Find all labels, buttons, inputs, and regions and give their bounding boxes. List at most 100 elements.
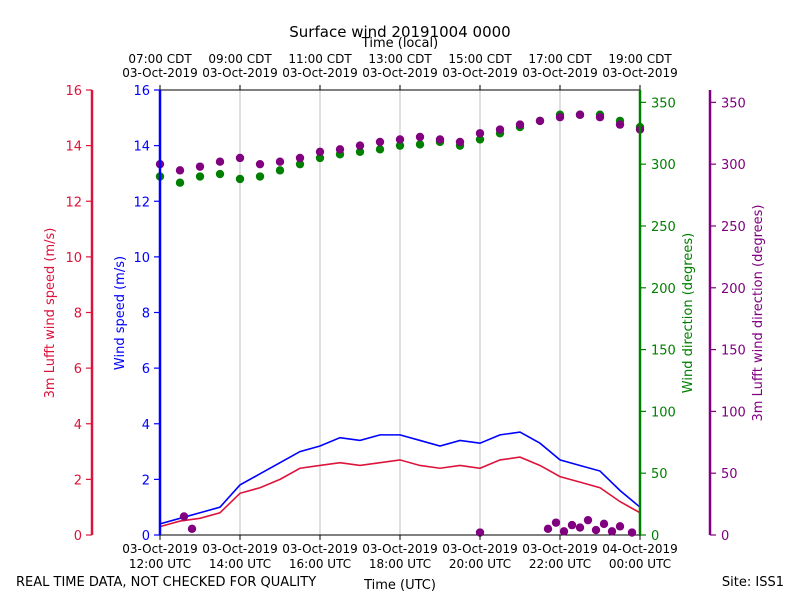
series-point bbox=[395, 135, 405, 144]
lufft-speed-tick-label: 16 bbox=[65, 84, 82, 99]
bottom-date-tick-label: 04-Oct-2019 bbox=[602, 542, 678, 556]
series-point bbox=[415, 140, 425, 149]
top-time-tick-label: 07:00 CDT bbox=[128, 52, 192, 66]
series-point bbox=[475, 135, 485, 144]
wind-speed-axis-label: Wind speed (m/s) bbox=[113, 256, 128, 370]
bottom-date-tick-label: 03-Oct-2019 bbox=[202, 542, 278, 556]
series-point bbox=[535, 116, 545, 126]
bottom-axis-label: Time (UTC) bbox=[363, 578, 436, 593]
lufft-direction-tick-label: 50 bbox=[721, 467, 738, 482]
bottom-date-tick-label: 03-Oct-2019 bbox=[282, 542, 358, 556]
series-point bbox=[543, 524, 553, 534]
series-point bbox=[355, 147, 365, 157]
chart-title: Surface wind 20191004 0000 bbox=[289, 23, 510, 41]
series-point bbox=[583, 515, 593, 525]
wind-direction-tick-label: 150 bbox=[651, 344, 676, 359]
wind-direction-tick-label: 200 bbox=[651, 282, 676, 297]
series-point bbox=[627, 528, 637, 537]
top-time-tick-label: 09:00 CDT bbox=[208, 52, 272, 66]
top-time-tick-label: 11:00 CDT bbox=[288, 52, 352, 66]
series-point bbox=[591, 525, 601, 535]
bottom-time-tick-label: 18:00 UTC bbox=[369, 557, 431, 571]
wind-direction-axis-label: Wind direction (degrees) bbox=[681, 233, 696, 393]
series-point bbox=[295, 153, 305, 163]
top-date-tick-label: 03-Oct-2019 bbox=[442, 66, 518, 80]
lufft-direction-axis-label: 3m Lufft wind direction (degrees) bbox=[751, 205, 766, 422]
lufft-speed-tick-label: 2 bbox=[74, 473, 82, 488]
series-point bbox=[195, 172, 205, 181]
series-point bbox=[435, 135, 445, 144]
series-point bbox=[595, 112, 605, 122]
top-time-tick-label: 15:00 CDT bbox=[448, 52, 512, 66]
series-point bbox=[415, 132, 425, 142]
series-point bbox=[495, 125, 505, 134]
top-date-tick-label: 03-Oct-2019 bbox=[122, 66, 198, 80]
wind-direction-tick-label: 0 bbox=[651, 529, 659, 544]
quality-disclaimer: REAL TIME DATA, NOT CHECKED FOR QUALITY bbox=[16, 575, 317, 590]
lufft-direction-tick-label: 250 bbox=[721, 220, 746, 235]
series-point bbox=[575, 523, 585, 532]
lufft-direction-tick-label: 150 bbox=[721, 344, 746, 359]
bottom-time-tick-label: 00:00 UTC bbox=[609, 557, 671, 571]
series-point bbox=[175, 166, 185, 175]
lufft-direction-tick-label: 100 bbox=[721, 405, 746, 420]
series-point bbox=[551, 518, 561, 527]
series-point bbox=[599, 519, 609, 529]
series-point bbox=[555, 112, 565, 122]
wind-speed-tick-label: 12 bbox=[133, 195, 150, 210]
series-point bbox=[607, 527, 617, 536]
lufft-speed-axis-label: 3m Lufft wind speed (m/s) bbox=[43, 228, 58, 399]
bottom-date-tick-label: 03-Oct-2019 bbox=[362, 542, 438, 556]
series-point bbox=[195, 162, 205, 171]
lufft-speed-tick-label: 14 bbox=[65, 140, 82, 155]
top-date-tick-label: 03-Oct-2019 bbox=[202, 66, 278, 80]
series-point bbox=[275, 166, 285, 175]
series-point bbox=[187, 524, 197, 534]
series-point bbox=[375, 145, 385, 154]
lufft-direction-tick-label: 200 bbox=[721, 282, 746, 297]
series-point bbox=[475, 528, 485, 537]
bottom-date-tick-label: 03-Oct-2019 bbox=[442, 542, 518, 556]
top-time-tick-label: 19:00 CDT bbox=[608, 52, 672, 66]
series-point bbox=[255, 159, 265, 169]
wind-speed-tick-label: 16 bbox=[133, 84, 150, 99]
series-point bbox=[335, 145, 345, 154]
series-point bbox=[175, 178, 185, 187]
wind-speed-tick-label: 8 bbox=[142, 307, 150, 322]
series-point bbox=[475, 129, 485, 138]
site-label: Site: ISS1 bbox=[721, 575, 784, 590]
top-date-tick-label: 03-Oct-2019 bbox=[282, 66, 358, 80]
series-point bbox=[615, 120, 625, 129]
lufft-speed-tick-label: 12 bbox=[65, 195, 82, 210]
series-point bbox=[235, 153, 245, 163]
series-point bbox=[315, 147, 325, 157]
wind-speed-tick-label: 4 bbox=[142, 418, 150, 433]
series-point bbox=[255, 172, 265, 181]
series-point bbox=[275, 157, 285, 166]
wind-speed-tick-label: 0 bbox=[142, 529, 150, 544]
series-point bbox=[375, 137, 385, 147]
bottom-date-tick-label: 03-Oct-2019 bbox=[522, 542, 598, 556]
wind-speed-tick-label: 14 bbox=[133, 140, 150, 155]
top-date-tick-label: 03-Oct-2019 bbox=[362, 66, 438, 80]
series-line bbox=[159, 431, 641, 525]
bottom-time-tick-label: 16:00 UTC bbox=[289, 557, 351, 571]
top-date-tick-label: 03-Oct-2019 bbox=[602, 66, 678, 80]
top-date-tick-label: 03-Oct-2019 bbox=[522, 66, 598, 80]
bottom-time-tick-label: 14:00 UTC bbox=[209, 557, 271, 571]
series-point bbox=[215, 157, 225, 166]
series-point bbox=[179, 512, 189, 521]
plot-area: 0 2 4 6 8 10 12 14 16 3m Lufft wind speed (m/s) 0 2… bbox=[43, 52, 766, 571]
series-point bbox=[315, 153, 325, 163]
wind-direction-tick-label: 50 bbox=[651, 467, 668, 482]
wind-speed-tick-label: 6 bbox=[142, 362, 150, 377]
bottom-time-tick-label: 12:00 UTC bbox=[129, 557, 191, 571]
series-point bbox=[515, 120, 525, 129]
series-point bbox=[395, 141, 405, 150]
top-time-tick-label: 13:00 CDT bbox=[368, 52, 432, 66]
wind-direction-tick-label: 100 bbox=[651, 405, 676, 420]
wind-direction-tick-label: 300 bbox=[651, 158, 676, 173]
series-point bbox=[235, 174, 245, 184]
wind-speed-tick-label: 10 bbox=[133, 251, 150, 266]
